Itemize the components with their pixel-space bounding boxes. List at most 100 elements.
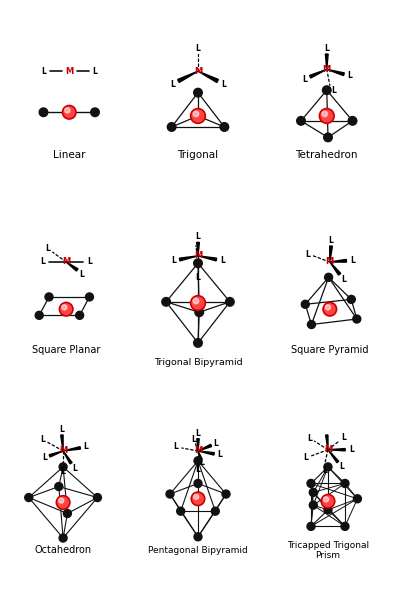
Circle shape — [56, 496, 70, 509]
Circle shape — [45, 293, 53, 301]
Text: L: L — [307, 434, 312, 443]
Text: L: L — [322, 466, 327, 475]
Circle shape — [59, 463, 67, 471]
Text: Linear: Linear — [53, 150, 86, 160]
Text: L: L — [340, 463, 345, 472]
Circle shape — [324, 133, 332, 142]
Circle shape — [323, 302, 337, 316]
Text: L: L — [59, 425, 64, 434]
Polygon shape — [63, 451, 72, 464]
Circle shape — [194, 533, 202, 541]
Text: L: L — [303, 453, 308, 462]
Text: L: L — [341, 275, 346, 284]
Text: L: L — [93, 67, 97, 76]
Circle shape — [86, 293, 93, 301]
Text: Trigonal: Trigonal — [177, 150, 219, 160]
Text: M: M — [65, 67, 73, 76]
Circle shape — [35, 311, 43, 319]
Circle shape — [341, 479, 349, 487]
Text: M: M — [194, 446, 202, 455]
Text: Octahedron: Octahedron — [34, 545, 91, 555]
Text: L: L — [41, 67, 46, 76]
Text: M: M — [194, 251, 202, 260]
Circle shape — [91, 108, 99, 116]
Circle shape — [211, 507, 219, 515]
Polygon shape — [179, 256, 198, 261]
Circle shape — [193, 111, 199, 116]
Circle shape — [59, 302, 73, 316]
Polygon shape — [178, 71, 198, 82]
Polygon shape — [328, 450, 339, 463]
Text: L: L — [192, 435, 196, 444]
Circle shape — [191, 492, 205, 506]
Polygon shape — [326, 435, 328, 450]
Circle shape — [177, 507, 185, 515]
Text: L: L — [341, 433, 346, 442]
Circle shape — [324, 497, 329, 502]
Circle shape — [194, 479, 202, 487]
Text: L: L — [72, 464, 77, 473]
Text: M: M — [326, 257, 334, 266]
Circle shape — [65, 108, 70, 113]
Circle shape — [353, 315, 361, 323]
Polygon shape — [197, 439, 199, 451]
Polygon shape — [198, 451, 202, 460]
Text: Tricapped Trigonal
Prism: Tricapped Trigonal Prism — [287, 541, 369, 560]
Circle shape — [25, 494, 33, 502]
Text: Pentagonal Bipyramid: Pentagonal Bipyramid — [148, 546, 248, 555]
Text: L: L — [196, 44, 200, 53]
Circle shape — [347, 295, 355, 304]
Circle shape — [220, 122, 228, 131]
Text: L: L — [83, 442, 88, 451]
Text: L: L — [61, 467, 66, 476]
Polygon shape — [326, 54, 328, 70]
Text: M: M — [194, 67, 202, 76]
Circle shape — [76, 311, 84, 319]
Text: L: L — [329, 236, 333, 245]
Circle shape — [63, 509, 71, 517]
Polygon shape — [330, 259, 346, 262]
Circle shape — [307, 523, 315, 530]
Circle shape — [195, 308, 204, 317]
Text: L: L — [305, 250, 310, 259]
Circle shape — [93, 494, 101, 502]
Circle shape — [194, 88, 202, 97]
Circle shape — [322, 86, 331, 94]
Circle shape — [63, 106, 76, 119]
Polygon shape — [197, 242, 199, 256]
Circle shape — [301, 301, 309, 308]
Circle shape — [222, 490, 230, 498]
Circle shape — [348, 116, 357, 125]
Text: L: L — [349, 445, 354, 454]
Circle shape — [190, 296, 206, 310]
Text: Square Planar: Square Planar — [32, 345, 100, 355]
Text: L: L — [332, 86, 337, 95]
Text: Square Pyramid: Square Pyramid — [291, 345, 369, 355]
Polygon shape — [66, 262, 78, 271]
Circle shape — [193, 298, 199, 304]
Text: L: L — [40, 435, 45, 444]
Circle shape — [39, 108, 48, 116]
Circle shape — [307, 479, 315, 487]
Text: L: L — [200, 458, 204, 467]
Text: L: L — [348, 71, 352, 80]
Text: L: L — [302, 75, 307, 84]
Text: L: L — [196, 232, 200, 241]
Text: L: L — [42, 453, 47, 462]
Text: L: L — [174, 442, 179, 451]
Polygon shape — [198, 71, 218, 82]
Text: L: L — [171, 256, 176, 265]
Polygon shape — [63, 446, 80, 451]
Text: L: L — [217, 451, 222, 460]
Text: M: M — [323, 65, 331, 74]
Circle shape — [322, 111, 327, 116]
Polygon shape — [49, 451, 63, 457]
Text: L: L — [350, 256, 355, 265]
Text: M: M — [62, 257, 70, 266]
Text: L: L — [170, 80, 175, 89]
Circle shape — [59, 534, 67, 542]
Circle shape — [354, 495, 362, 503]
Text: L: L — [196, 466, 200, 475]
Text: L: L — [196, 273, 200, 282]
Circle shape — [194, 259, 202, 268]
